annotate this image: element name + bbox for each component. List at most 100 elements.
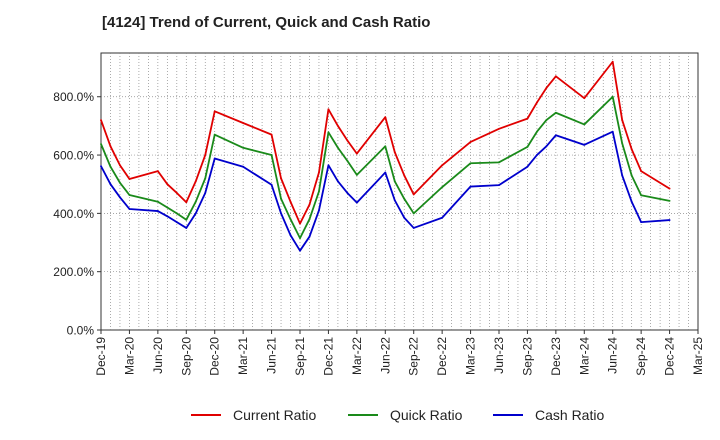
series-current-ratio bbox=[100, 60, 671, 225]
data-point bbox=[308, 203, 311, 206]
data-point bbox=[545, 87, 548, 89]
data-point bbox=[299, 222, 301, 225]
data-point bbox=[156, 200, 159, 203]
data-point bbox=[526, 165, 529, 168]
data-point bbox=[403, 174, 406, 177]
data-point bbox=[536, 101, 538, 104]
data-point bbox=[327, 164, 330, 167]
data-point bbox=[346, 192, 349, 194]
x-tick-label: Dec-23 bbox=[549, 337, 563, 376]
data-point bbox=[128, 208, 131, 210]
data-point bbox=[355, 152, 358, 155]
data-point bbox=[318, 190, 320, 193]
data-point bbox=[412, 227, 415, 229]
data-point bbox=[289, 200, 292, 203]
data-point bbox=[242, 165, 245, 168]
data-point bbox=[621, 142, 624, 145]
data-point bbox=[156, 170, 159, 172]
data-point bbox=[318, 209, 320, 212]
data-point bbox=[554, 134, 557, 137]
data-point bbox=[280, 212, 282, 215]
data-point bbox=[640, 194, 643, 197]
data-point bbox=[194, 180, 197, 183]
data-point bbox=[242, 146, 245, 149]
data-point bbox=[384, 116, 387, 119]
x-tick-label: Mar-23 bbox=[464, 337, 478, 375]
data-point bbox=[668, 187, 671, 190]
data-point bbox=[175, 221, 178, 224]
data-point bbox=[337, 146, 339, 149]
data-point bbox=[204, 154, 207, 156]
data-point bbox=[289, 234, 292, 237]
legend-label: Quick Ratio bbox=[390, 407, 463, 423]
data-point bbox=[469, 141, 472, 143]
data-point bbox=[308, 235, 311, 238]
series-cash-ratio bbox=[100, 130, 671, 252]
data-point bbox=[213, 157, 216, 160]
data-point bbox=[583, 143, 586, 146]
y-tick-label: 600.0% bbox=[53, 149, 94, 163]
data-point bbox=[109, 183, 112, 186]
legend-item-cash-ratio: Cash Ratio bbox=[493, 407, 604, 423]
data-point bbox=[280, 197, 282, 200]
y-tick-label: 200.0% bbox=[53, 265, 94, 279]
data-point bbox=[204, 177, 207, 180]
data-point bbox=[100, 143, 102, 145]
x-tick-label: Sep-21 bbox=[293, 337, 307, 376]
data-point bbox=[630, 200, 633, 203]
x-tick-label: Dec-21 bbox=[321, 337, 335, 376]
data-point bbox=[640, 221, 643, 224]
data-point bbox=[280, 177, 282, 180]
data-point bbox=[630, 174, 633, 177]
data-point bbox=[270, 133, 273, 136]
y-tick-label: 800.0% bbox=[53, 90, 94, 104]
data-point bbox=[194, 200, 197, 203]
data-point bbox=[175, 192, 178, 194]
data-point bbox=[583, 123, 586, 126]
data-point bbox=[412, 193, 415, 196]
x-tick-label: Mar-24 bbox=[577, 337, 591, 375]
data-point bbox=[270, 183, 273, 186]
data-point bbox=[403, 197, 406, 200]
data-point bbox=[536, 130, 538, 133]
data-point bbox=[583, 97, 586, 100]
data-point bbox=[355, 201, 358, 204]
data-point bbox=[185, 227, 188, 229]
data-point bbox=[393, 151, 396, 154]
y-tick-label: 400.0% bbox=[53, 207, 94, 221]
data-point bbox=[545, 119, 548, 121]
data-point bbox=[536, 154, 538, 156]
x-tick-label: Jun-24 bbox=[606, 337, 620, 374]
data-point bbox=[469, 185, 472, 188]
data-point bbox=[630, 148, 633, 151]
data-point bbox=[327, 131, 330, 134]
data-point bbox=[128, 178, 131, 180]
x-tick-label: Jun-23 bbox=[492, 337, 506, 374]
data-point bbox=[213, 110, 216, 113]
data-point bbox=[337, 180, 339, 183]
data-point bbox=[545, 145, 548, 148]
x-tick-label: Sep-20 bbox=[179, 337, 193, 376]
data-point bbox=[384, 171, 387, 174]
data-point bbox=[611, 95, 614, 98]
chart-title: [4124] Trend of Current, Quick and Cash … bbox=[102, 14, 431, 31]
data-point bbox=[355, 173, 358, 176]
data-point bbox=[621, 119, 624, 121]
data-point bbox=[498, 161, 500, 164]
legend-label: Current Ratio bbox=[233, 407, 316, 423]
x-tick-label: Mar-22 bbox=[350, 337, 364, 375]
x-tick-label: Dec-20 bbox=[208, 337, 222, 376]
data-point bbox=[166, 215, 169, 218]
data-point bbox=[621, 174, 624, 177]
data-point bbox=[346, 139, 349, 142]
data-point bbox=[403, 216, 406, 219]
data-point bbox=[289, 218, 292, 221]
data-point bbox=[270, 154, 273, 156]
data-point bbox=[346, 159, 349, 162]
data-point bbox=[213, 133, 216, 136]
data-point bbox=[175, 212, 178, 215]
data-point bbox=[441, 164, 444, 167]
data-point bbox=[299, 237, 301, 240]
x-tick-label: Jun-21 bbox=[265, 337, 279, 374]
data-point bbox=[156, 210, 159, 212]
